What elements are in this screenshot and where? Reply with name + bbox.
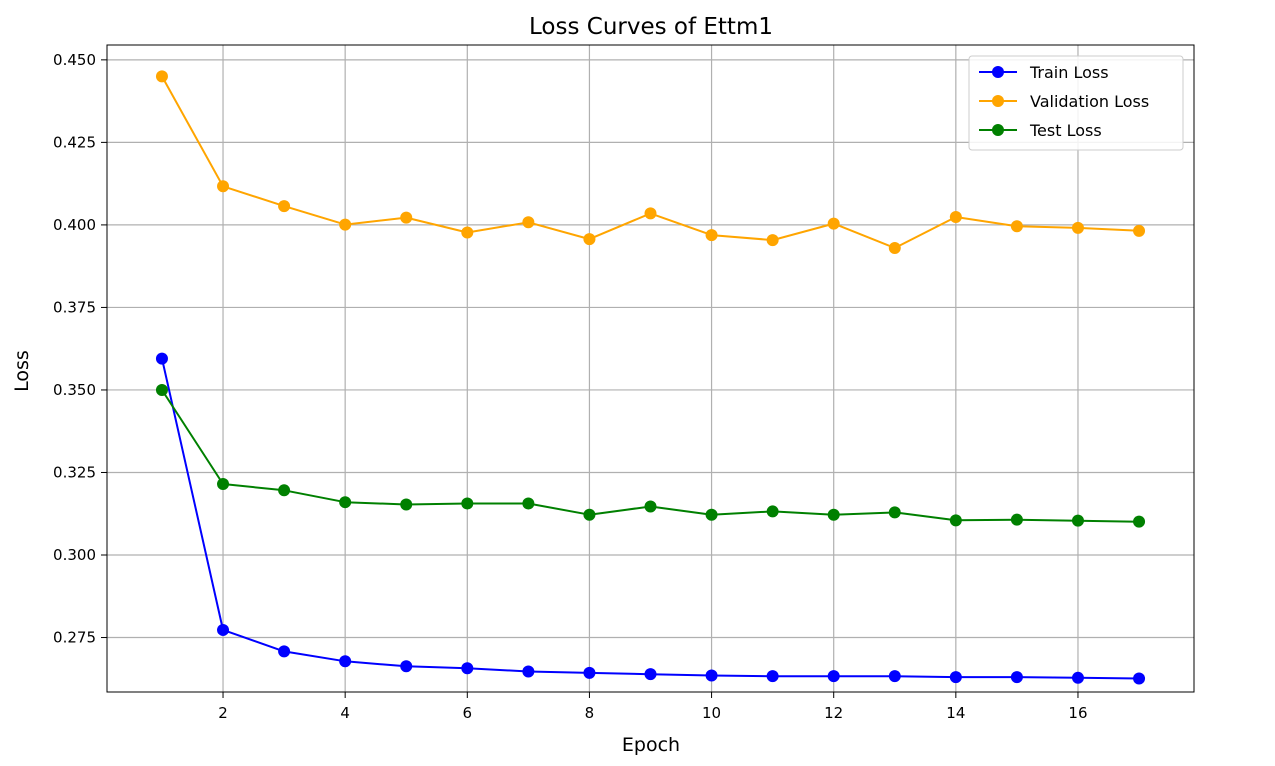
- train-loss-point: [583, 666, 596, 679]
- y-tick-label: 0.275: [53, 629, 96, 647]
- train-loss-point: [644, 668, 657, 681]
- train-loss-point: [155, 352, 168, 365]
- train-loss-point: [1010, 671, 1023, 684]
- train-loss-line: [161, 358, 1140, 680]
- series-layer: [155, 70, 1146, 685]
- validation-loss-point: [461, 226, 474, 239]
- x-tick-label: 16: [1068, 704, 1087, 722]
- test-loss-point: [461, 497, 474, 510]
- legend-item-train-loss: Train Loss: [979, 63, 1109, 82]
- train-loss-point: [339, 655, 352, 668]
- train-loss-point: [278, 645, 291, 658]
- test-loss-point: [888, 506, 901, 519]
- legend-marker: [992, 124, 1004, 136]
- y-tick-label: 0.300: [53, 546, 96, 564]
- validation-loss-point: [1071, 221, 1084, 234]
- test-loss-point: [1010, 513, 1023, 526]
- validation-loss-point: [644, 207, 657, 220]
- validation-loss-point: [1010, 220, 1023, 233]
- train-loss-point: [888, 670, 901, 683]
- validation-loss-point: [339, 218, 352, 231]
- legend-marker: [992, 66, 1004, 78]
- train-loss-point: [949, 671, 962, 684]
- test-loss-point: [155, 383, 168, 396]
- y-tick-label: 0.375: [53, 298, 96, 316]
- x-tick-label: 2: [218, 704, 228, 722]
- test-loss-point: [949, 514, 962, 527]
- validation-loss-point: [888, 242, 901, 255]
- y-tick-label: 0.325: [53, 463, 96, 481]
- train-loss-point: [400, 660, 413, 673]
- y-tick-label: 0.400: [53, 216, 96, 234]
- validation-loss-point: [583, 233, 596, 246]
- test-loss-point: [1133, 515, 1146, 528]
- test-loss-point: [644, 500, 657, 513]
- train-loss-point: [1133, 672, 1146, 685]
- x-axis-label: Epoch: [622, 734, 680, 756]
- test-loss-point: [705, 508, 718, 521]
- x-tick-label: 8: [585, 704, 595, 722]
- legend-box: [968, 55, 1184, 151]
- validation-loss-point: [278, 200, 291, 213]
- train-loss-point: [217, 623, 230, 636]
- validation-loss-series: [155, 70, 1146, 255]
- validation-loss-point: [400, 211, 413, 224]
- validation-loss-point: [522, 216, 535, 229]
- x-tick-label: 6: [463, 704, 473, 722]
- legend-label: Train Loss: [1029, 63, 1109, 82]
- chart-title: Loss Curves of Ettm1: [529, 14, 773, 40]
- legend-label: Validation Loss: [1030, 92, 1149, 111]
- x-tick-label: 10: [702, 704, 721, 722]
- test-loss-point: [400, 498, 413, 511]
- plot-frame: [106, 44, 1195, 693]
- x-axis-ticks: 2 4 6 8 10 12 14 16: [218, 692, 1088, 722]
- y-tick-label: 0.350: [53, 381, 96, 399]
- legend-item-validation-loss: Validation Loss: [979, 92, 1149, 111]
- train-loss-point: [827, 670, 840, 683]
- test-loss-point: [766, 505, 779, 518]
- test-loss-point: [339, 496, 352, 509]
- test-loss-point: [217, 478, 230, 491]
- legend-item-test-loss: Test Loss: [979, 121, 1102, 140]
- validation-loss-point: [705, 229, 718, 242]
- x-tick-label: 14: [946, 704, 965, 722]
- y-axis-label: Loss: [11, 350, 33, 392]
- train-loss-point: [766, 670, 779, 683]
- test-loss-point: [583, 508, 596, 521]
- train-loss-point: [522, 665, 535, 678]
- test-loss-point: [522, 497, 535, 510]
- y-axis-ticks: 0.275 0.300 0.325 0.350 0.375 0.400 0.425 0.450: [53, 51, 107, 647]
- train-loss-point: [1071, 671, 1084, 684]
- test-loss-series: [155, 383, 1146, 528]
- legend-label: Test Loss: [1029, 121, 1102, 140]
- train-loss-point: [461, 662, 474, 675]
- validation-loss-point: [1133, 224, 1146, 237]
- x-tick-label: 4: [340, 704, 350, 722]
- validation-loss-point: [155, 70, 168, 83]
- y-tick-label: 0.425: [53, 133, 96, 151]
- x-tick-label: 12: [824, 704, 843, 722]
- validation-loss-point: [949, 210, 962, 223]
- validation-loss-point: [217, 180, 230, 193]
- train-loss-point: [705, 669, 718, 682]
- test-loss-point: [827, 508, 840, 521]
- validation-loss-point: [766, 234, 779, 247]
- test-loss-point: [1071, 514, 1084, 527]
- legend: Train Loss Validation Loss Test Loss: [968, 55, 1184, 151]
- test-loss-point: [278, 484, 291, 497]
- legend-marker: [992, 95, 1004, 107]
- y-tick-label: 0.450: [53, 51, 96, 69]
- validation-loss-point: [827, 217, 840, 230]
- train-loss-series: [155, 352, 1146, 685]
